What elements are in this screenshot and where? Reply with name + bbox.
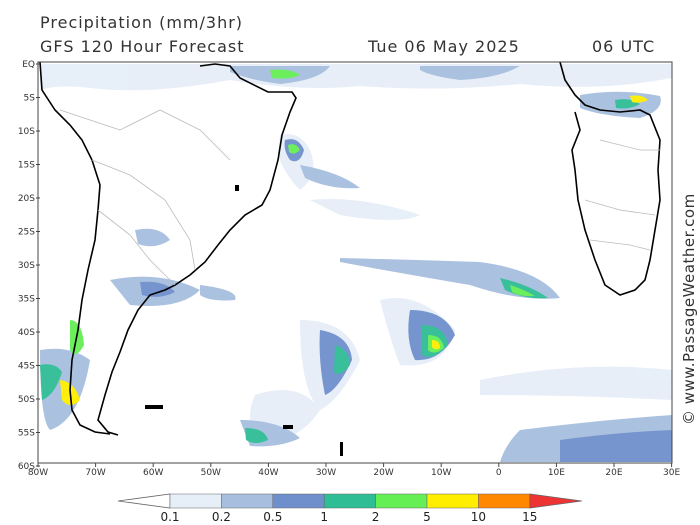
forecast-time: 06 UTC <box>592 37 656 56</box>
coastlines <box>39 61 661 436</box>
longitude-label: 10W <box>431 468 451 478</box>
precipitation-field <box>40 64 672 462</box>
latitude-label: EQ <box>22 60 35 70</box>
longitude-label: 20W <box>373 468 393 478</box>
latitude-label: 60S <box>18 462 35 472</box>
latitude-label: 10S <box>18 127 35 137</box>
borders <box>59 109 660 286</box>
longitude-labels: 80W 70W 60W 50W 40W 30W 20W 10W 0 10E 20E 30E <box>28 463 680 478</box>
colorbar-label: 1 <box>320 510 328 524</box>
islands <box>145 185 343 456</box>
longitude-label: 30W <box>316 468 336 478</box>
latitude-label: 40S <box>18 328 35 338</box>
colorbar-min-arrow <box>117 493 171 509</box>
precipitation-colorbar: 0.1 0.2 0.5 1 2 5 10 15 <box>117 493 582 524</box>
colorbar-segment <box>169 493 222 509</box>
longitude-label: 50W <box>201 468 221 478</box>
latitude-label: 20S <box>18 194 35 204</box>
colorbar-label: 15 <box>522 510 537 524</box>
colorbar-max-arrow <box>529 493 582 509</box>
longitude-label: 40W <box>258 468 278 478</box>
longitude-label: 70W <box>85 468 105 478</box>
colorbar-label: 0.1 <box>160 510 179 524</box>
colorbar-segment <box>323 493 376 509</box>
latitude-label: 15S <box>18 161 35 171</box>
latitude-label: 25S <box>18 228 35 238</box>
colorbar-label: 0.2 <box>212 510 231 524</box>
forecast-subtitle: GFS 120 Hour Forecast <box>40 37 245 56</box>
longitude-label: 80W <box>28 468 48 478</box>
copyright-text: © www.PassageWeather.com <box>680 193 698 425</box>
latitude-label: 50S <box>18 395 35 405</box>
colorbar-label: 5 <box>423 510 431 524</box>
colorbar-label: 2 <box>372 510 380 524</box>
map-title: Precipitation (mm/3hr) <box>40 13 244 32</box>
longitude-label: 60W <box>143 468 163 478</box>
longitude-label: 20E <box>605 468 622 478</box>
colorbar-segment <box>426 493 479 509</box>
colorbar-segment <box>375 493 428 509</box>
longitude-label: 10E <box>548 468 565 478</box>
latitude-label: 35S <box>18 295 35 305</box>
map-frame <box>37 61 673 464</box>
colorbar-label: 10 <box>471 510 486 524</box>
latitude-label: 45S <box>18 362 35 372</box>
latitude-label: 30S <box>18 261 35 271</box>
latitude-labels: EQ 5S 10S 15S 20S 25S 30S 35S 40S 45S 50S 55S 60S <box>18 60 40 472</box>
longitude-label: 0 <box>496 468 502 478</box>
colorbar-segment <box>272 493 325 509</box>
latitude-label: 55S <box>18 429 35 439</box>
colorbar-label: 0.5 <box>263 510 282 524</box>
colorbar-segment <box>221 493 274 509</box>
latitude-label: 5S <box>24 94 36 104</box>
colorbar-segment <box>478 493 531 509</box>
longitude-label: 30E <box>663 468 680 478</box>
forecast-date: Tue 06 May 2025 <box>368 37 520 56</box>
